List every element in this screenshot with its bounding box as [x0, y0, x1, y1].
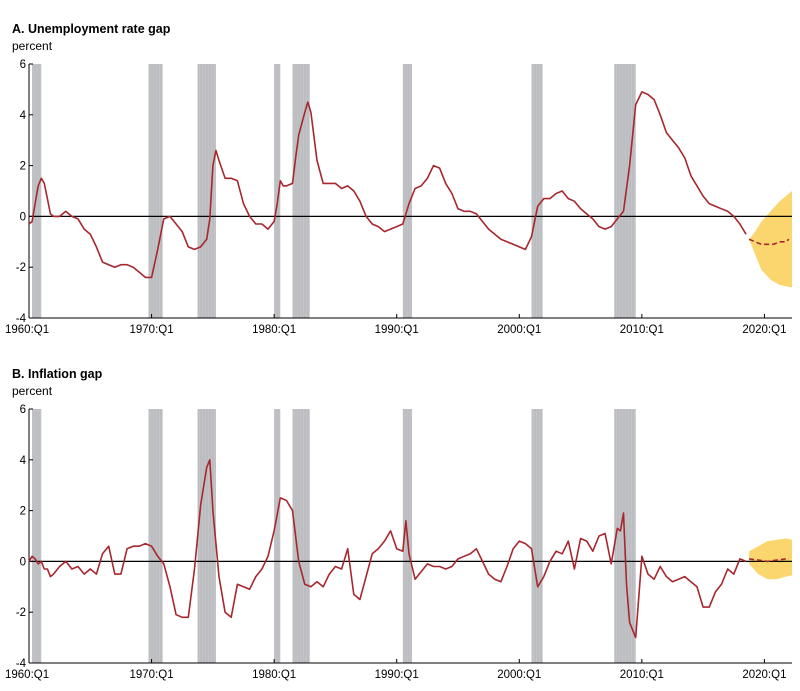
x-tick-label: 2010:Q1 — [620, 324, 664, 336]
recession-band — [531, 64, 543, 318]
recession-band — [292, 64, 310, 318]
y-tick-label: 6 — [20, 59, 26, 71]
recession-band — [148, 64, 163, 318]
y-tick-label: 2 — [20, 161, 26, 173]
y-tick-label: -2 — [16, 262, 26, 274]
x-tick-label: 2000:Q1 — [497, 324, 541, 336]
x-tick-label: 1990:Q1 — [375, 324, 419, 336]
x-tick-label: 1980:Q1 — [252, 669, 296, 681]
recession-band — [292, 409, 310, 663]
y-tick-label: 4 — [20, 455, 27, 467]
x-tick-label: 1960:Q1 — [5, 324, 49, 336]
x-tick-label: 1960:Q1 — [5, 669, 49, 681]
y-tick-label: -4 — [16, 658, 27, 670]
x-tick-label: 1990:Q1 — [375, 669, 419, 681]
y-tick-label: 0 — [20, 211, 26, 223]
x-tick-label: 2010:Q1 — [620, 669, 664, 681]
x-tick-label: 2020:Q1 — [742, 669, 786, 681]
chart-title: B. Inflation gap — [12, 367, 103, 381]
x-tick-label: 1970:Q1 — [130, 669, 174, 681]
x-tick-label: 1980:Q1 — [252, 324, 296, 336]
recession-band — [531, 409, 543, 663]
data-line — [28, 459, 747, 639]
recession-band — [274, 64, 281, 318]
recession-band — [197, 64, 216, 318]
recession-band — [274, 409, 281, 663]
y-axis-unit: percent — [12, 384, 53, 398]
recession-band — [197, 409, 216, 663]
x-tick-label: 1970:Q1 — [130, 324, 174, 336]
unemployment-gap-plot: -4 -2 0 2 4 6 1960:Q1 1970:Q1 1980:Q1 1990:Q1 2000… — [5, 59, 792, 336]
y-tick-label: 4 — [20, 110, 27, 122]
forecast-uncertainty-band — [749, 191, 792, 288]
y-tick-label: 2 — [20, 506, 26, 518]
recession-band — [148, 409, 163, 663]
y-tick-label: -4 — [16, 313, 27, 325]
y-tick-label: 0 — [20, 556, 26, 568]
inflation-gap-plot: -4 -2 0 2 4 6 1960:Q1 1970:Q1 1980:Q1 1990:Q1 2000… — [5, 404, 792, 681]
data-line — [28, 91, 747, 279]
y-tick-label: 6 — [20, 404, 26, 416]
panel-inflation-gap: B. Inflation gap percent -4 -2 0 2 4 6 1960:Q1… — [0, 345, 800, 691]
panel-unemployment-rate-gap: A. Unemployment rate gap percent -4 -2 0 2 4… — [0, 0, 800, 345]
x-tick-label: 2000:Q1 — [497, 669, 541, 681]
x-tick-label: 2020:Q1 — [742, 324, 786, 336]
forecast-uncertainty-band — [749, 538, 792, 580]
recession-band — [32, 409, 42, 663]
chart-title: A. Unemployment rate gap — [12, 22, 171, 36]
y-axis-unit: percent — [12, 39, 53, 53]
recession-band — [402, 64, 413, 318]
y-tick-label: -2 — [16, 607, 26, 619]
